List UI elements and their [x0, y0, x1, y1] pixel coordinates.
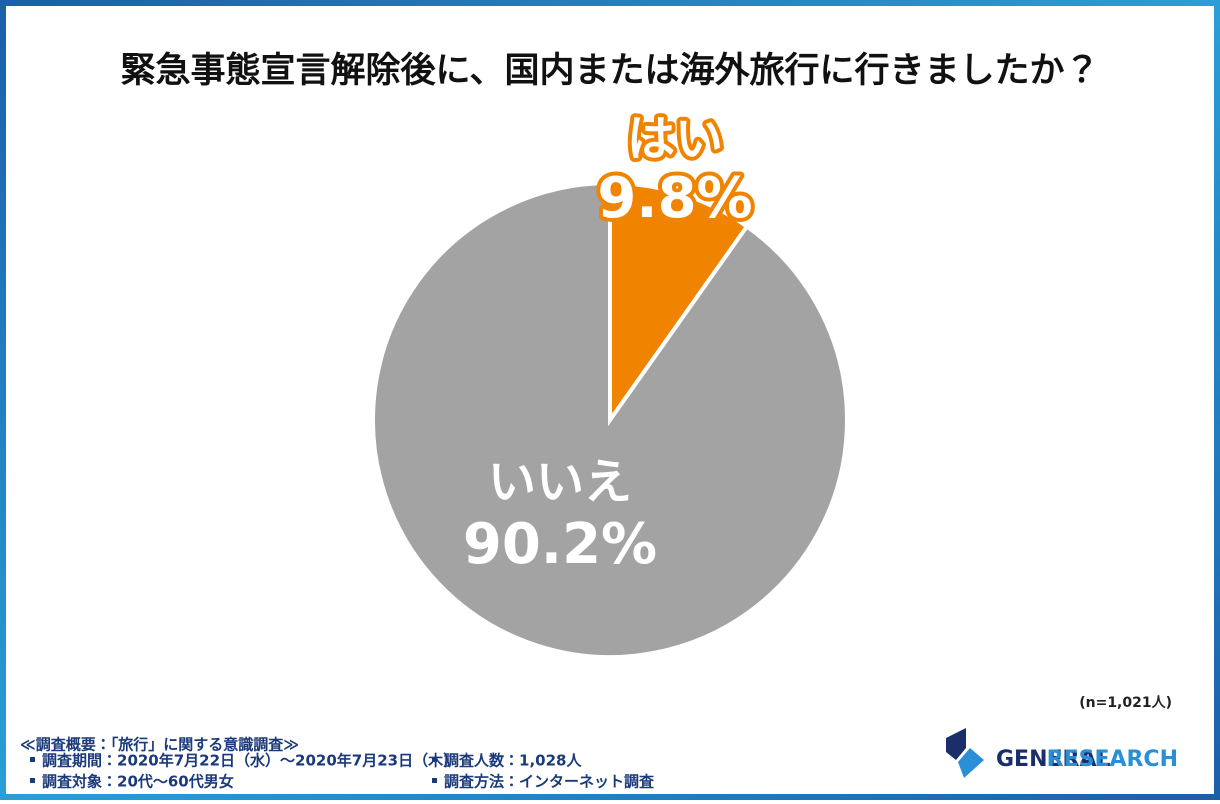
- footer-item: 調査人数：1,028人: [444, 752, 582, 770]
- bullet: [432, 778, 437, 783]
- logo-mark: [946, 728, 966, 760]
- slice-category: いいえ: [488, 454, 632, 510]
- footer-item: 調査方法：インターネット調査: [444, 773, 655, 791]
- footer-item: 調査対象：20代～60代男女: [42, 773, 234, 791]
- bullet: [432, 757, 437, 762]
- slice-value: 9.8%: [597, 166, 752, 231]
- pie-slice: [371, 180, 849, 659]
- logo-word: GENERAL: [996, 747, 1111, 772]
- pie-slice: [608, 180, 750, 427]
- footer-heading: ≪調査概要：「旅行」に関する意識調査≫: [20, 736, 299, 754]
- logo-mark: [958, 748, 984, 778]
- slice-category: はい: [627, 111, 723, 167]
- sample-note: (n=1,021人): [1079, 695, 1172, 711]
- slice-value: 90.2%: [463, 512, 657, 577]
- bullet: [30, 778, 35, 783]
- chart-title: 緊急事態宣言解除後に、国内または海外旅行に行きましたか？: [121, 51, 1100, 91]
- pie: [371, 180, 849, 659]
- footer-item: 調査期間：2020年7月22日（水）～2020年7月23日（木）: [42, 752, 458, 770]
- logo-word: RESEARCH: [1047, 747, 1178, 772]
- logo: GENERAL RESEARCH: [946, 728, 1178, 778]
- bullet: [30, 757, 35, 762]
